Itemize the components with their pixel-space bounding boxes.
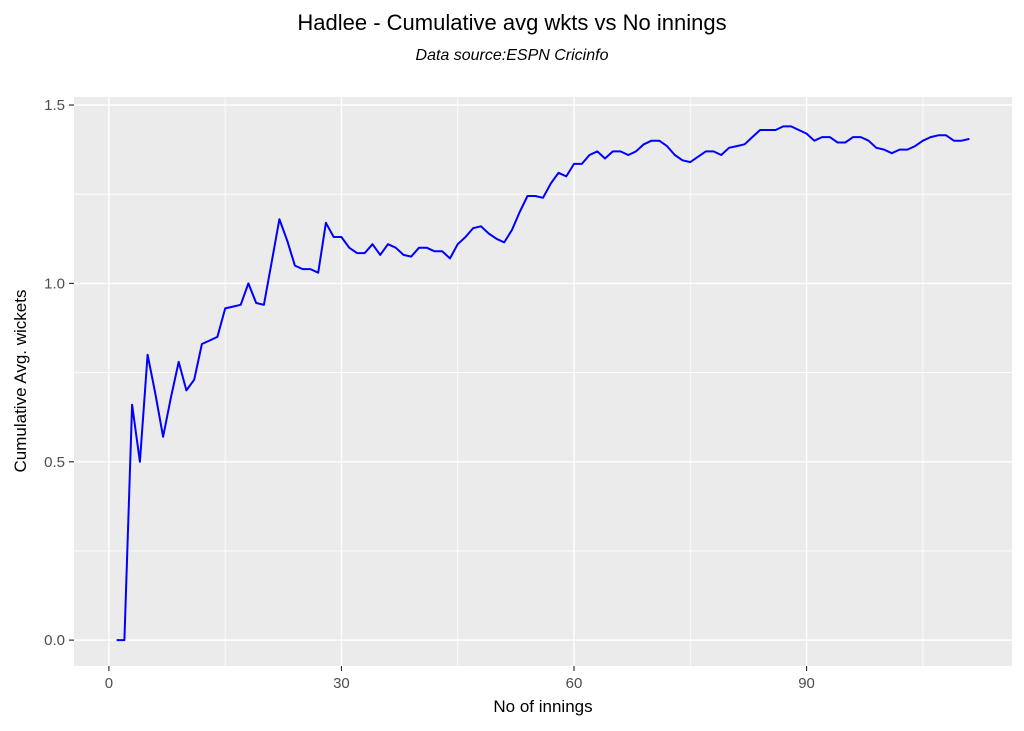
y-tick-label: 1.5 (44, 97, 65, 114)
y-tick-label: 0.0 (44, 632, 65, 649)
chart-subtitle: Data source:ESPN Cricinfo (415, 47, 609, 64)
x-tick-label: 0 (105, 675, 113, 692)
plot-panel (74, 97, 1012, 666)
x-tick-label: 30 (333, 675, 350, 692)
x-tick-label: 90 (798, 675, 815, 692)
data-line (116, 125, 970, 642)
x-axis-title: No of innings (493, 697, 593, 716)
x-tick-label: 60 (566, 675, 583, 692)
y-tick-label: 1.0 (44, 275, 65, 292)
chart-title: Hadlee - Cumulative avg wkts vs No innin… (297, 10, 727, 35)
y-axis-title: Cumulative Avg. wickets (11, 289, 30, 473)
y-tick-label: 0.5 (44, 454, 65, 471)
